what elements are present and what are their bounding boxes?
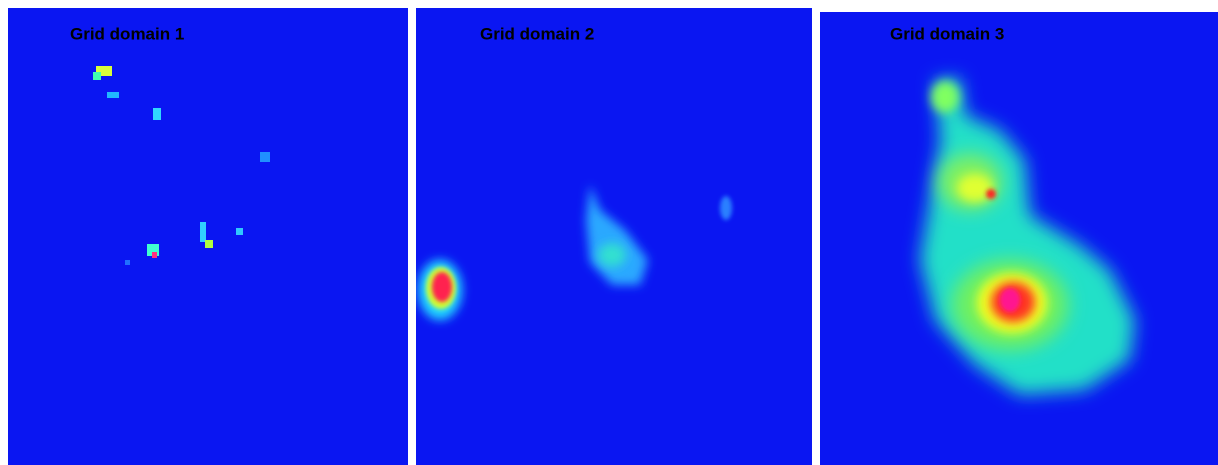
heat-blob [986, 189, 996, 199]
heat-spot [93, 72, 101, 80]
heat-spot [107, 92, 119, 98]
panel-title: Grid domain 3 [890, 24, 1004, 43]
heat-spot [260, 152, 270, 162]
panel-title: Grid domain 2 [480, 24, 594, 43]
panel: Grid domain 1 [8, 8, 408, 465]
heat-blob [1000, 288, 1020, 312]
heatmap-figure: Grid domain 1 Grid domain 2 Grid doma [0, 0, 1218, 465]
panel-title: Grid domain 1 [70, 24, 184, 43]
heat-blob [931, 81, 959, 113]
heat-spot [153, 108, 161, 120]
heat-spot [200, 222, 206, 242]
heat-spot [125, 260, 130, 265]
panel-background [8, 8, 408, 465]
heat-blob [432, 272, 452, 302]
heat-blob [957, 174, 993, 202]
heat-blob [598, 243, 626, 267]
page: {"panels": [{"title": "Grid domain 1"}, … [0, 0, 1218, 465]
panel: Grid domain 3 [820, 12, 1218, 465]
heat-spot [205, 240, 213, 248]
heat-spot [152, 252, 157, 258]
panel: Grid domain 2 [416, 8, 812, 465]
heat-blob [720, 196, 732, 220]
heat-spot [236, 228, 243, 235]
